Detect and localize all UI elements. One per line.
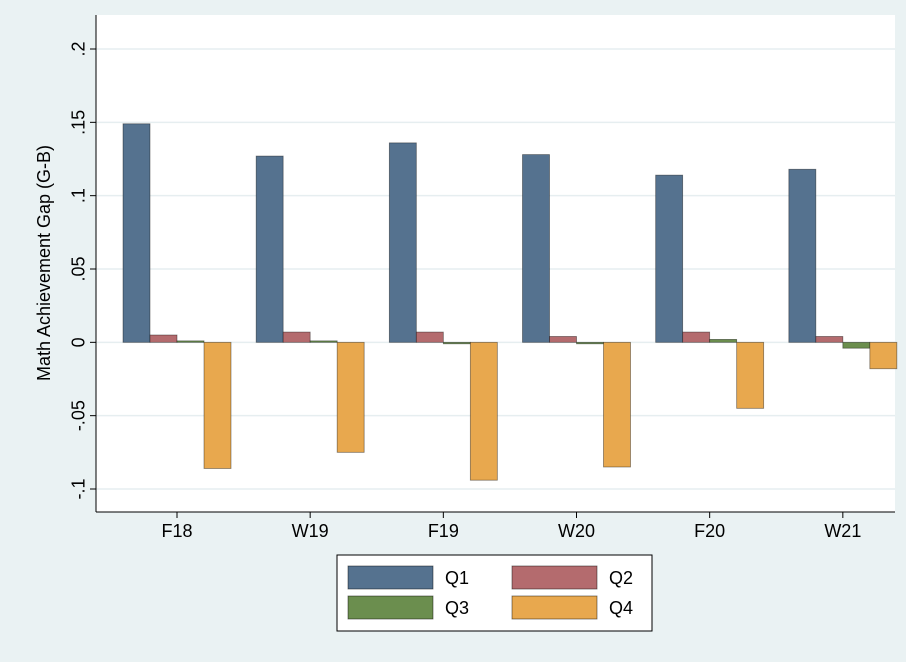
bar-q4-w20 xyxy=(603,341,631,468)
bar-q3-w19 xyxy=(309,340,338,343)
y-tick-label: 0 xyxy=(68,337,88,347)
y-axis-title: Math Achievement Gap (G-B) xyxy=(34,145,54,381)
x-tick-label: F20 xyxy=(694,521,725,541)
bar-q3-f19 xyxy=(442,341,471,345)
bar-q1-f18 xyxy=(122,123,151,343)
legend-label-q4: Q4 xyxy=(609,598,633,618)
x-axis-ticks: F18 W19 F19 W20 F20 W21 xyxy=(161,512,861,541)
y-tick-label: -.05 xyxy=(68,400,88,431)
bar-q2-f18 xyxy=(149,334,178,343)
bar-q4-f20 xyxy=(736,341,765,409)
bar-q2-f20 xyxy=(682,331,711,343)
x-tick-label: W21 xyxy=(824,521,861,541)
legend-swatch-q1 xyxy=(347,565,434,590)
bar-q2-f19 xyxy=(415,331,444,343)
y-tick-label: .2 xyxy=(68,41,88,56)
bar-q2-w21 xyxy=(815,336,844,343)
bar-q4-w19 xyxy=(336,341,365,453)
bar-q4-f19 xyxy=(469,341,498,481)
y-tick-label: -.1 xyxy=(68,478,88,499)
bar-q3-f20 xyxy=(709,338,738,343)
x-tick-label: W20 xyxy=(558,521,595,541)
legend-swatch-q4 xyxy=(511,595,598,620)
bar-q1-w19 xyxy=(255,155,284,343)
y-axis-ticks: -.1 -.05 0 .05 .1 .15 .2 xyxy=(68,41,96,500)
legend-swatch-q2 xyxy=(511,565,598,590)
bar-q3-w21 xyxy=(842,341,871,349)
legend-label-q3: Q3 xyxy=(445,598,469,618)
bar-q1-f20 xyxy=(655,174,684,343)
bars xyxy=(122,123,898,481)
x-tick-label: F18 xyxy=(161,521,192,541)
legend: Q1 Q2 Q3 Q4 xyxy=(336,554,653,632)
bar-q2-w19 xyxy=(282,331,311,343)
bar-q1-w20 xyxy=(522,154,550,343)
x-tick-label: W19 xyxy=(292,521,329,541)
bar-q4-w21 xyxy=(869,341,898,370)
y-tick-label: .15 xyxy=(68,110,88,135)
bar-q3-w20 xyxy=(576,341,604,345)
legend-swatch-q3 xyxy=(347,595,434,620)
bar-q1-w21 xyxy=(788,168,817,343)
y-tick-label: .1 xyxy=(68,188,88,203)
y-tick-label: .05 xyxy=(68,256,88,281)
bar-q2-w20 xyxy=(549,336,577,343)
bar-q1-f19 xyxy=(388,142,417,343)
legend-label-q2: Q2 xyxy=(609,568,633,588)
bar-q4-f18 xyxy=(203,341,232,469)
bar-q3-f18 xyxy=(176,340,205,343)
legend-label-q1: Q1 xyxy=(445,568,469,588)
x-tick-label: F19 xyxy=(428,521,459,541)
